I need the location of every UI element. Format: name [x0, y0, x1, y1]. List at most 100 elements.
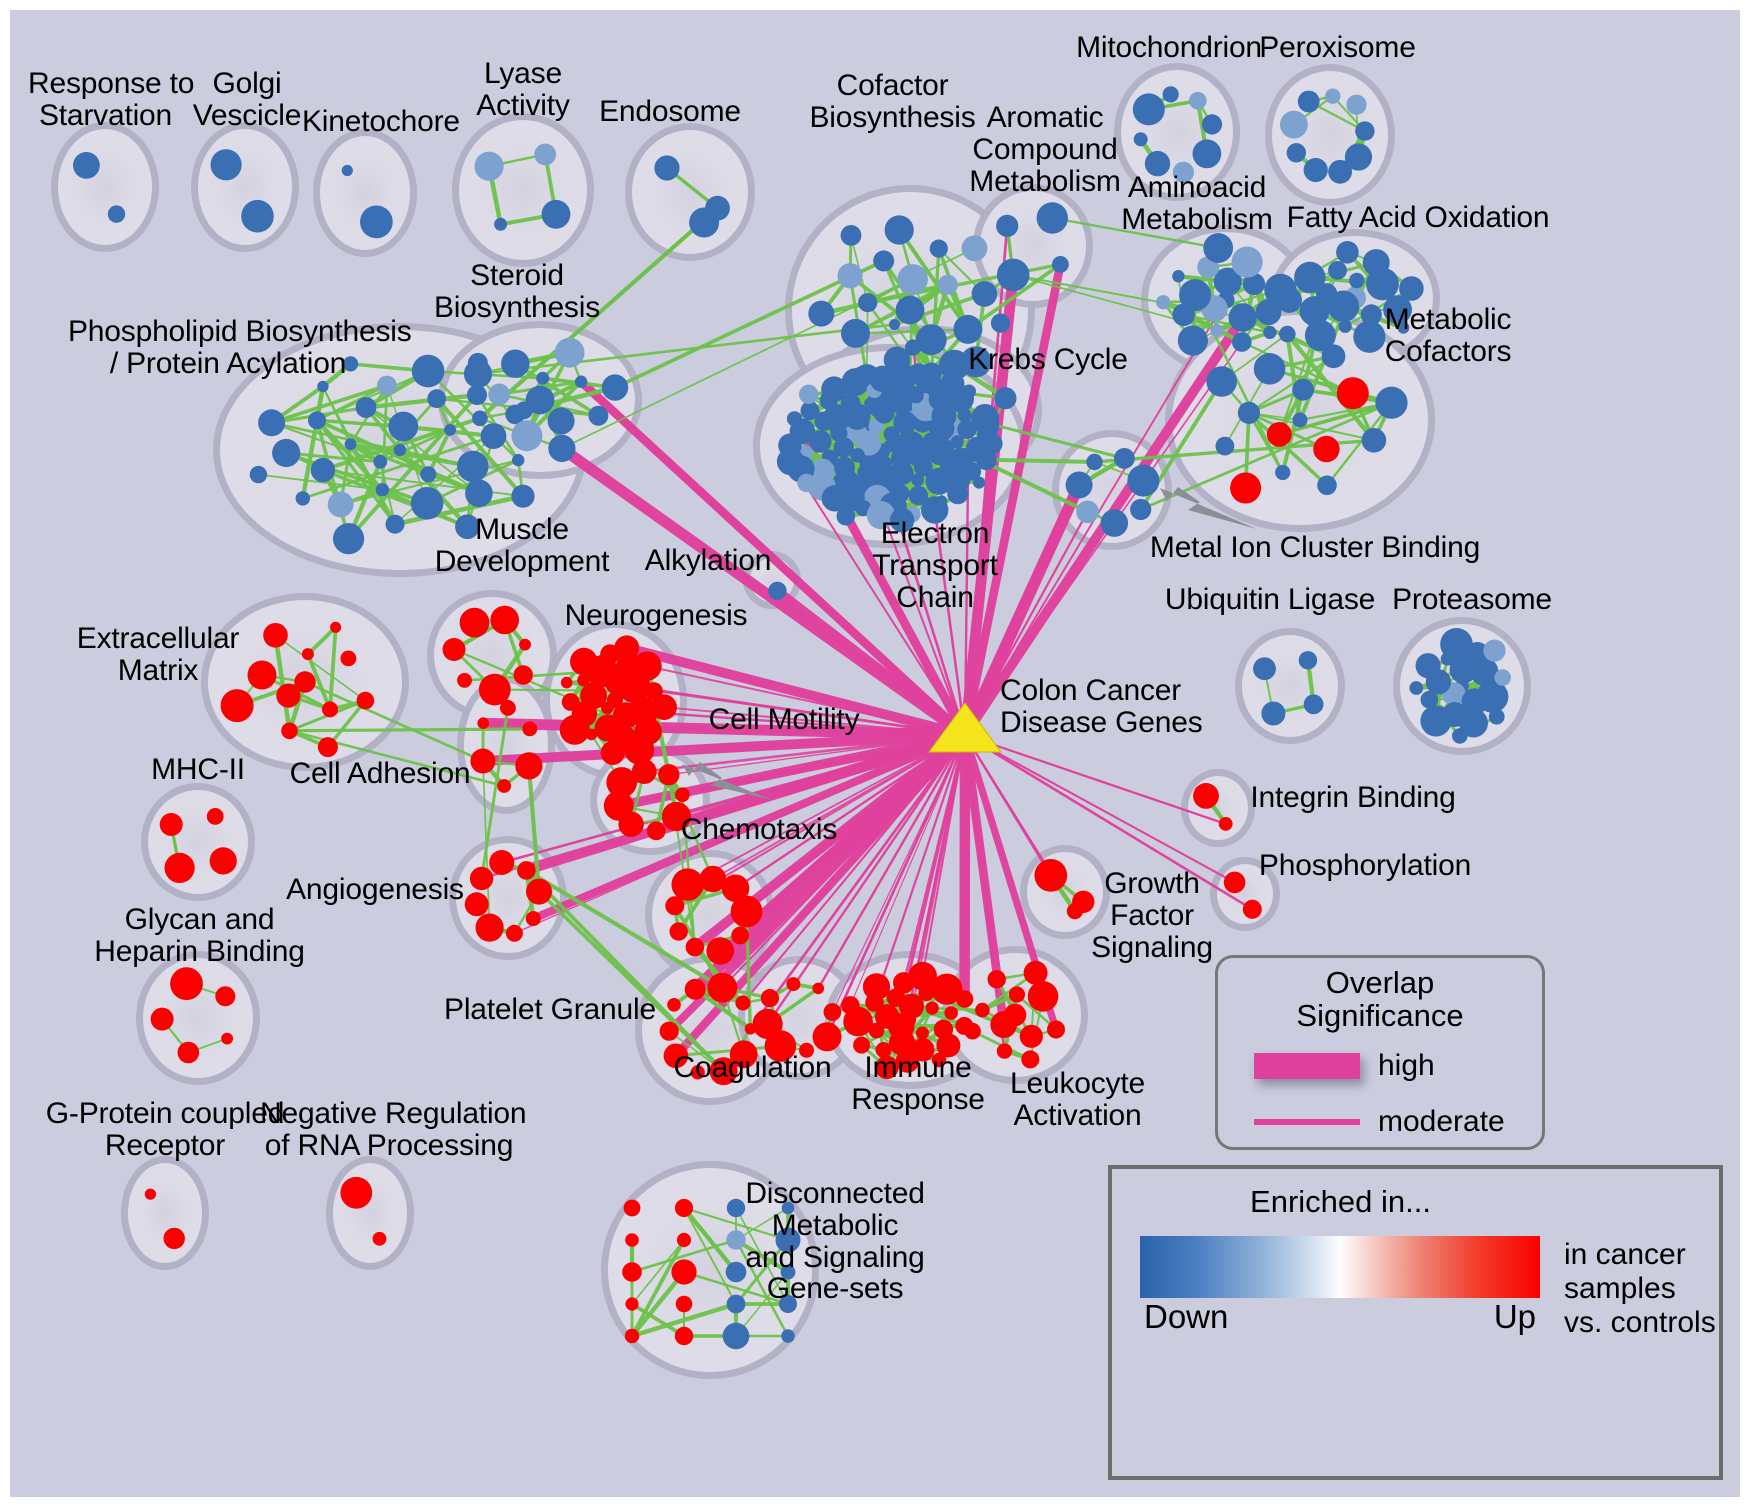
gene-set-node	[511, 420, 543, 452]
gene-set-node	[699, 865, 727, 893]
gene-set-node	[908, 961, 937, 991]
gene-set-node	[722, 1322, 750, 1350]
gene-set-node	[937, 274, 958, 295]
network-background: Response to Starvation Golgi Vescicle Ki…	[10, 10, 1740, 1497]
gene-set-node	[1303, 694, 1324, 715]
gene-set-node	[726, 1294, 746, 1314]
gene-set-node	[263, 623, 288, 648]
enrichment-legend: Enriched in... Down Up in cancer samples…	[1108, 1165, 1723, 1480]
gene-set-node	[654, 155, 680, 181]
gene-set-node	[961, 235, 988, 262]
gene-set-node	[1344, 143, 1373, 171]
gene-set-node	[411, 354, 445, 388]
gene-set-node	[1162, 86, 1179, 103]
cluster-label-disconnected-gene-sets: Disconnected Metabolic and Signaling Gen…	[745, 1177, 925, 1306]
gene-set-node	[548, 434, 576, 462]
gene-set-node	[170, 967, 203, 1001]
gene-set-node	[809, 430, 832, 453]
cluster-label-negative-regulation-of-rna-processing: Negative Regulation of RNA Processing	[260, 1097, 527, 1162]
hub-overlap-edge	[959, 482, 1085, 738]
cluster-label-steroid-biosynthesis: Steroid Biosynthesis	[433, 259, 600, 324]
gene-set-node	[707, 972, 738, 1003]
gene-set-node	[472, 410, 488, 427]
gene-set-node	[800, 401, 820, 421]
gene-set-node	[511, 484, 535, 508]
gene-set-node	[1383, 295, 1412, 324]
gene-set-node	[1242, 272, 1266, 296]
gene-set-node	[1321, 344, 1346, 369]
gene-set-node	[625, 1297, 639, 1311]
cluster-label-proteasome: Proteasome	[1392, 583, 1552, 616]
cluster-label-cofactor-biosynthesis: Cofactor Biosynthesis	[809, 69, 976, 134]
gene-set-node	[488, 383, 511, 406]
gene-set-node	[333, 523, 365, 555]
gene-set-node	[561, 693, 580, 711]
gene-set-node	[840, 225, 862, 246]
gene-set-node	[1328, 261, 1347, 280]
gene-set-node	[684, 978, 706, 1000]
gene-set-node	[327, 491, 354, 518]
hub-overlap-edge	[873, 734, 967, 1003]
gene-set-node	[107, 205, 126, 223]
gene-set-node	[799, 1042, 814, 1058]
gene-set-node	[632, 651, 662, 681]
gene-set-node	[534, 143, 557, 166]
gene-set-node	[1409, 681, 1424, 695]
gene-set-node	[340, 650, 357, 667]
gene-set-node	[659, 1021, 679, 1041]
gene-set-node	[457, 673, 472, 688]
gene-set-node	[841, 318, 870, 348]
gene-set-node	[996, 1043, 1013, 1059]
gene-set-node	[1052, 256, 1069, 273]
gene-set-node	[957, 419, 977, 439]
gene-set-node	[990, 313, 1011, 333]
gene-set-node	[317, 737, 338, 758]
hub-triangle-icon[interactable]	[928, 702, 1002, 753]
gene-set-node	[1218, 817, 1233, 831]
gene-set-node	[1203, 233, 1234, 263]
gene-set-node	[843, 380, 859, 396]
gene-set-node	[494, 217, 508, 231]
gene-set-node	[209, 847, 237, 875]
gene-set-node	[1065, 471, 1093, 499]
gene-set-node	[210, 149, 242, 181]
hub-overlap-edge	[789, 461, 966, 736]
gene-set-node	[606, 767, 637, 798]
gene-set-node	[1313, 435, 1340, 463]
gene-set-node	[444, 424, 456, 436]
gene-set-node	[893, 410, 917, 435]
gene-set-node	[925, 467, 953, 495]
gene-set-node	[163, 1227, 185, 1250]
gene-set-node	[577, 673, 590, 687]
gene-set-node	[911, 473, 924, 487]
gene-set-node	[73, 152, 100, 179]
gene-set-node	[1201, 114, 1223, 135]
gene-set-node	[1206, 366, 1237, 397]
gene-set-node	[220, 689, 254, 723]
gene-set-node	[1189, 91, 1207, 110]
cluster-halo	[121, 1156, 209, 1270]
gene-set-node	[661, 801, 692, 832]
hub-overlap-edge	[774, 587, 968, 739]
gene-set-node	[797, 473, 816, 493]
gene-set-node	[760, 989, 780, 1008]
cluster-label-krebs-cycle: Krebs Cycle	[968, 343, 1128, 376]
gene-set-node	[470, 748, 496, 774]
gene-set-node	[1192, 139, 1222, 169]
gene-set-node	[526, 878, 552, 905]
gene-set-node	[685, 937, 705, 957]
gene-set-node	[385, 514, 405, 534]
gene-set-node	[215, 986, 236, 1007]
gene-set-node	[726, 1230, 746, 1250]
cluster-halo	[326, 1156, 414, 1270]
gene-set-node	[1336, 241, 1359, 264]
overlap-legend-title-line2: Significance	[1296, 998, 1464, 1034]
gene-set-node	[905, 339, 922, 356]
gene-set-node	[1292, 378, 1314, 401]
hub-overlap-edge	[482, 730, 966, 766]
gene-set-node	[310, 457, 336, 483]
enrichment-side-line2: samples	[1564, 1272, 1676, 1306]
gene-set-node	[1177, 325, 1208, 356]
gene-set-node	[962, 462, 982, 481]
